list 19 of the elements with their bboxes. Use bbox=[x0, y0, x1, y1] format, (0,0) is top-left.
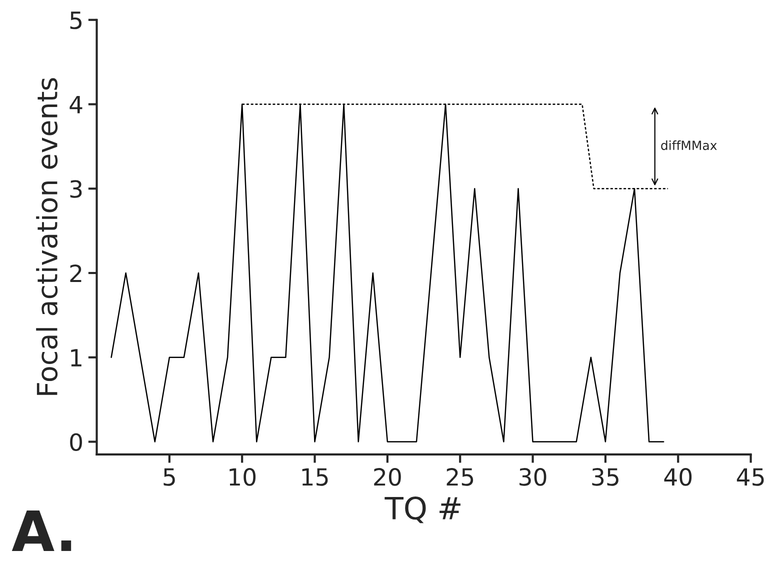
annotation: diffMMax bbox=[661, 140, 717, 150]
y-axis-title: Focal activation events bbox=[36, 78, 58, 395]
x-tick-label: 15 bbox=[302, 468, 328, 486]
y-tick-label: 2 bbox=[70, 264, 82, 282]
x-tick-label: 35 bbox=[592, 468, 618, 486]
x-tick-label: 25 bbox=[446, 468, 474, 486]
x-tick-label: 45 bbox=[736, 468, 764, 486]
y-tick-label: 1 bbox=[71, 349, 82, 366]
x-tick-label: 20 bbox=[374, 468, 401, 486]
text: A. bbox=[12, 510, 72, 551]
x-tick-label: 40 bbox=[664, 468, 692, 486]
y-tick-label: 5 bbox=[70, 12, 82, 30]
x-axis-title: TQ # bbox=[384, 496, 460, 524]
x-tick-label: 30 bbox=[520, 468, 546, 486]
y-tick-label: 4 bbox=[70, 96, 82, 114]
x-tick-label: 10 bbox=[230, 468, 256, 486]
y-tick-label: 0 bbox=[70, 433, 82, 452]
y-tick-label: 3 bbox=[70, 180, 82, 198]
x-tick-label: 5 bbox=[164, 468, 175, 486]
